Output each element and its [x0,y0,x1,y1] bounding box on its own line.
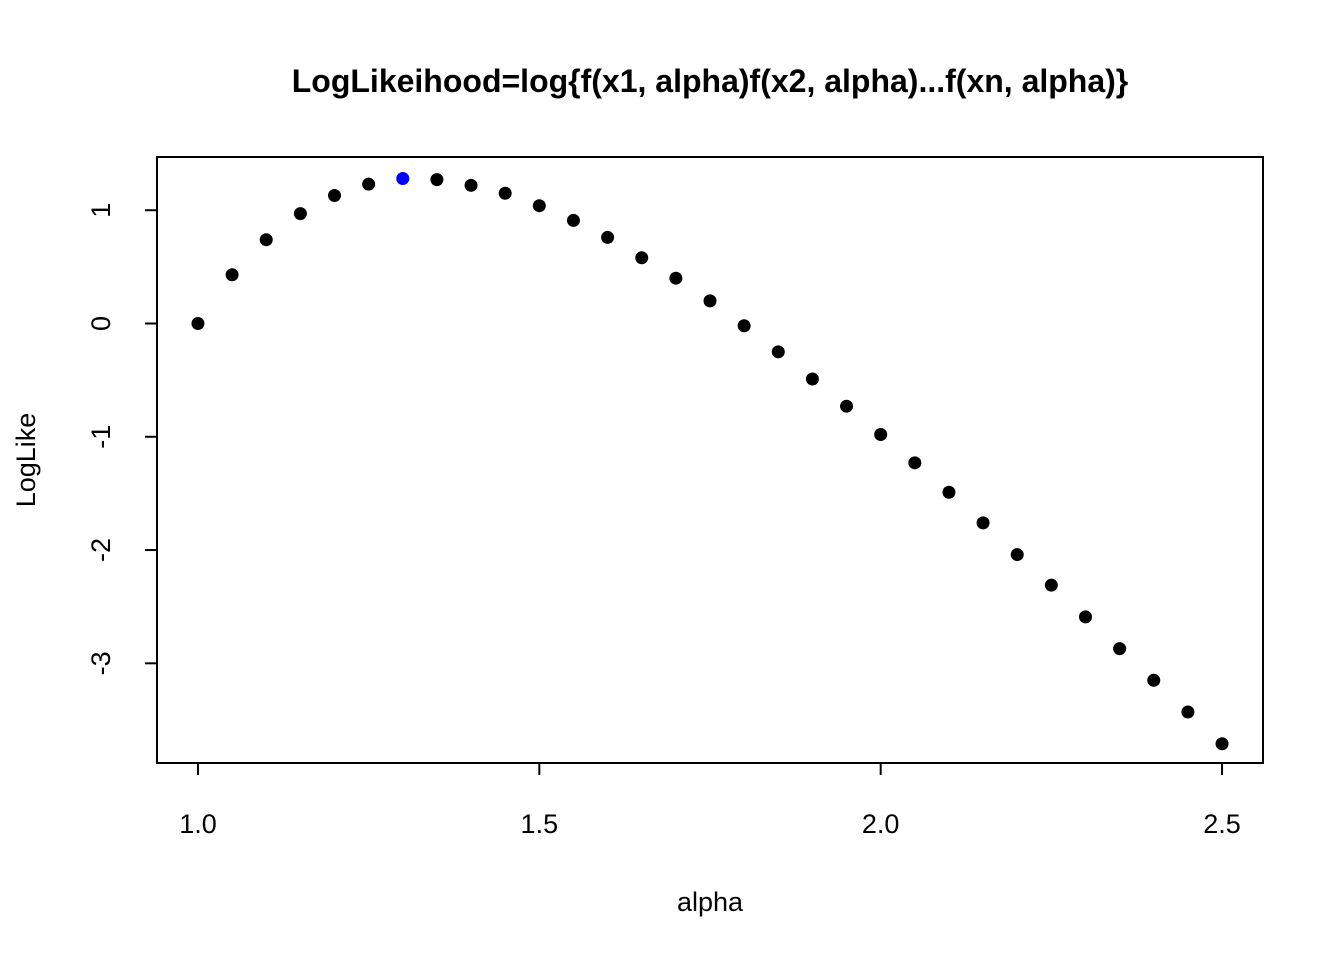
data-point [328,189,342,203]
x-tick-label: 1.5 [521,809,559,839]
data-point [737,319,751,333]
data-point [976,516,990,530]
y-axis: 1 0 -1 -2 -3 [86,203,158,675]
data-point [635,251,649,265]
y-tick-label: -3 [86,651,116,675]
y-tick-label: -2 [86,538,116,562]
y-tick-label: 1 [86,203,116,218]
data-point [259,233,273,247]
data-point [840,399,854,413]
x-axis: 1.0 1.5 2.0 2.5 [179,762,1241,839]
data-point [703,294,717,308]
data-point [225,268,239,282]
chart-title: LogLikeihood=log{f(x1, alpha)f(x2, alpha… [292,63,1129,99]
data-point [532,199,546,213]
data-point [430,173,444,187]
data-point [669,271,683,285]
data-point [942,485,956,499]
data-points [191,172,1229,751]
data-point [1181,705,1195,719]
x-tick-label: 2.5 [1203,809,1241,839]
data-point [771,345,785,359]
data-point [1078,610,1092,624]
data-point [1010,548,1024,562]
y-tick-label: -1 [86,425,116,449]
data-point [874,428,888,442]
data-point [498,186,512,200]
data-point [1113,642,1127,656]
data-point [396,172,410,186]
data-point [805,372,819,386]
plot-area-border [156,156,1264,764]
x-tick-label: 2.0 [862,809,900,839]
x-axis-label: alpha [677,887,744,917]
x-tick-label: 1.0 [179,809,217,839]
data-point [601,230,615,244]
data-point [362,177,376,191]
data-point [908,456,922,470]
data-point [1044,578,1058,592]
data-point [566,213,580,227]
y-tick-label: 0 [86,316,116,331]
data-point [293,207,307,221]
data-point [191,317,205,331]
data-point [464,178,478,192]
y-axis-label: LogLike [11,413,41,508]
data-point [1215,737,1229,751]
data-point [1147,673,1161,687]
